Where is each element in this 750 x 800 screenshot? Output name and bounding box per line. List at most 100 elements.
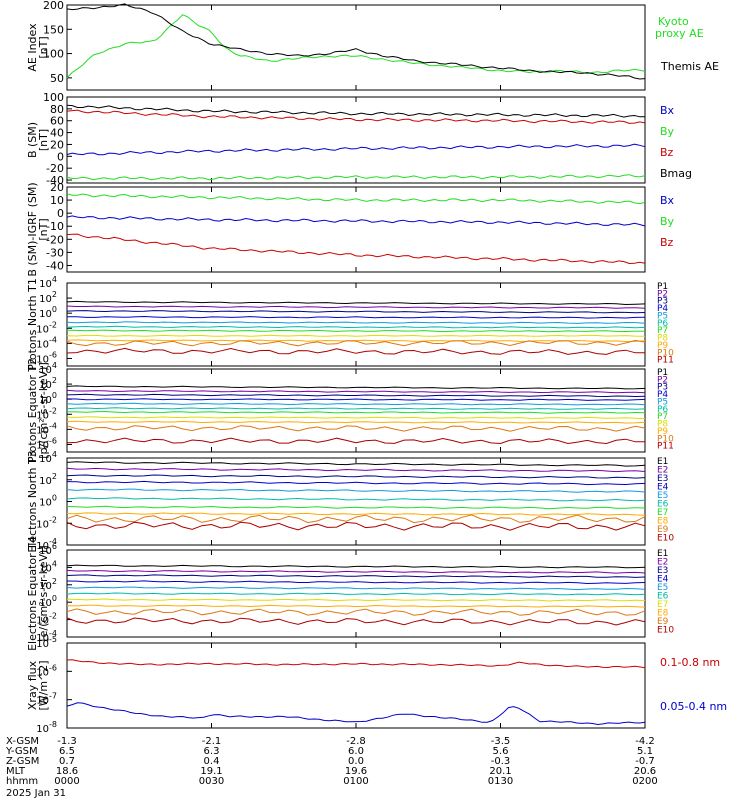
legend-entry: P8 xyxy=(657,334,668,344)
y-tick-label: 10-8 xyxy=(36,720,57,735)
legend-entry: E10 xyxy=(657,626,674,636)
legend-entry: P11 xyxy=(657,356,674,366)
panel-frame-1 xyxy=(66,4,646,91)
series-line-p10 xyxy=(66,339,646,347)
legend-entry: Bmag xyxy=(660,167,692,180)
orbit-row-label: Z-GSM xyxy=(6,756,39,767)
series-line-e5 xyxy=(66,586,646,591)
series-line-bx xyxy=(66,143,646,156)
legend-entry: E2 xyxy=(657,558,668,568)
orbit-row-value: 18.6 xyxy=(56,766,78,777)
series-line-e3 xyxy=(66,474,646,479)
legend-entry: P2 xyxy=(657,375,668,385)
legend-entry: E10 xyxy=(657,534,674,544)
y-axis-label-3: [nT] xyxy=(37,218,50,240)
orbit-row-label: Y-GSM xyxy=(5,746,38,757)
orbit-row-value: 0000 xyxy=(54,776,79,787)
legend-entry: P7 xyxy=(657,326,668,336)
series-line-bx xyxy=(66,215,646,227)
series-line-p2 xyxy=(66,305,646,309)
series-line-p1 xyxy=(66,300,646,306)
y-axis-label-7: Electrons Equator T4 xyxy=(26,536,39,651)
legend-entry: Bx xyxy=(660,194,675,207)
legend-entry: P6 xyxy=(657,405,668,415)
panel-frame-2 xyxy=(66,96,646,184)
y-axis-label-2: [nT] xyxy=(37,129,50,151)
series-line-by xyxy=(66,174,646,181)
series-line-p7 xyxy=(66,329,646,333)
orbit-row-value: 6.5 xyxy=(59,746,75,757)
legend-entry: P6 xyxy=(657,319,668,329)
legend-entry: E9 xyxy=(657,525,669,535)
legend-entry: E4 xyxy=(657,575,669,585)
legend-entry: 0.1-0.8 nm xyxy=(660,656,720,669)
y-tick-label: 50 xyxy=(50,72,64,85)
legend-entry: P1 xyxy=(657,282,668,292)
y-tick-label: -20 xyxy=(46,162,64,175)
y-tick-label: 20 xyxy=(50,181,64,194)
legend-entry: E6 xyxy=(657,500,669,510)
orbit-row-value: 19.1 xyxy=(200,766,222,777)
legend-entry: By xyxy=(660,215,675,228)
series-line-bmag xyxy=(66,104,645,118)
series-line-by xyxy=(66,193,646,205)
legend-entry: E8 xyxy=(657,517,669,527)
series-line-p5 xyxy=(66,321,646,324)
date-label: 2025 Jan 31 xyxy=(6,788,66,799)
legend-entry: E2 xyxy=(657,466,668,476)
legend-entry: Kyoto xyxy=(658,15,689,28)
legend-entry: P10 xyxy=(657,348,674,358)
legend-entry: E4 xyxy=(657,483,669,493)
series-line-e9 xyxy=(66,608,646,616)
y-tick-label: 100 xyxy=(43,48,64,61)
legend-entry: E9 xyxy=(657,617,669,627)
y-axis-label-2: B (SM) xyxy=(26,122,39,158)
orbit-row-value: -2.1 xyxy=(202,736,222,747)
legend-entry: E1 xyxy=(657,549,668,559)
series-line-e4 xyxy=(66,580,646,585)
y-tick-label: 150 xyxy=(43,23,64,36)
orbit-row-value: 6.0 xyxy=(348,746,364,757)
series-line-e7 xyxy=(66,505,646,510)
legend-entry: P4 xyxy=(657,390,668,400)
series-line-p9 xyxy=(66,339,646,343)
series-line-p6 xyxy=(66,407,646,410)
legend-entry: E7 xyxy=(657,508,668,518)
orbit-row-value: -1.3 xyxy=(57,736,77,747)
series-line-bz xyxy=(66,233,646,265)
orbit-row-value: 0200 xyxy=(632,776,657,787)
legend-entry: P7 xyxy=(657,412,668,422)
series-line-p11 xyxy=(66,347,646,355)
series-line-p5 xyxy=(66,402,646,406)
y-tick-label: -20 xyxy=(46,233,64,246)
orbit-row-value: 0030 xyxy=(199,776,224,787)
y-tick-label: 0 xyxy=(57,207,64,220)
series-line-p3 xyxy=(66,310,646,314)
y-tick-label: 100 xyxy=(39,494,57,509)
series-line-e8 xyxy=(66,512,646,516)
legend-entry: E6 xyxy=(657,592,669,602)
y-tick-label: 60 xyxy=(50,115,64,128)
orbit-row-value: 0.0 xyxy=(348,756,364,767)
series-line-p4 xyxy=(66,398,646,401)
panel-frame-3 xyxy=(66,186,646,273)
legend-entry: E1 xyxy=(657,457,668,467)
y-axis-label-5: Protons Equator T2 xyxy=(26,358,39,463)
series-line-e6 xyxy=(66,497,646,502)
y-tick-label: -40 xyxy=(46,259,64,272)
y-axis-label-8: [W/m^2] xyxy=(37,660,50,710)
legend-entry: E3 xyxy=(657,566,668,576)
legend-entry: proxy AE xyxy=(655,27,704,40)
legend-entry: P2 xyxy=(657,289,668,299)
y-tick-label: 20 xyxy=(50,138,64,151)
orbit-row-value: 5.6 xyxy=(493,746,509,757)
series-line-p10 xyxy=(66,425,646,432)
orbit-row-value: -2.8 xyxy=(346,736,366,747)
orbit-row-label: MLT xyxy=(6,766,26,777)
y-axis-label-5: [p/(cm²-s-sr-keV)] xyxy=(37,362,50,459)
legend-entry: P5 xyxy=(657,311,668,321)
y-tick-label: 10-2 xyxy=(36,515,57,530)
orbit-row-value: 6.3 xyxy=(204,746,220,757)
legend-entry: P1 xyxy=(657,368,668,378)
series-line-e6 xyxy=(66,592,646,596)
